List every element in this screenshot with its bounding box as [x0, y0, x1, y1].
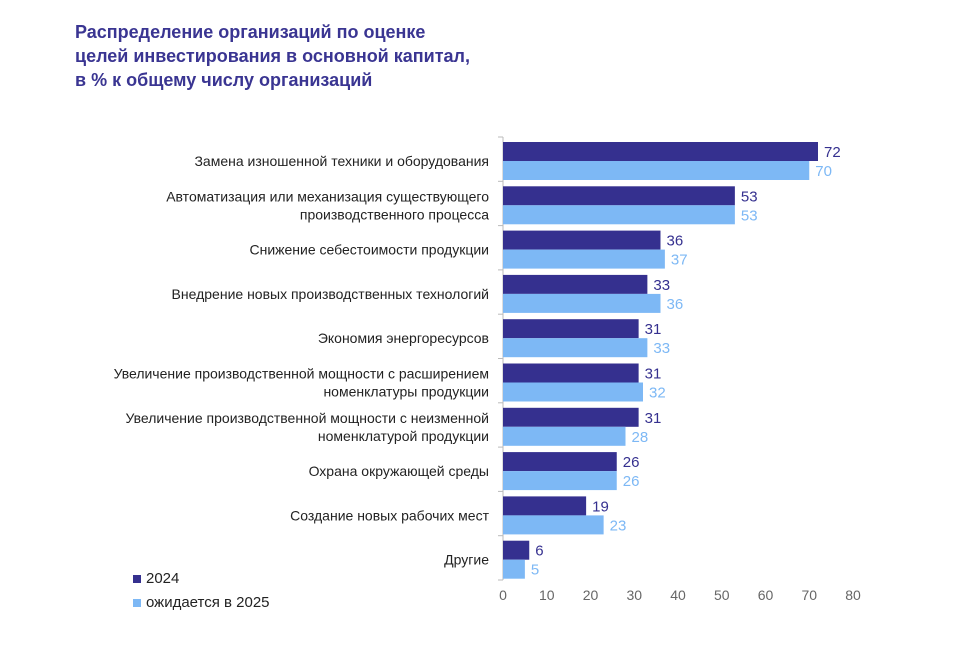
- bar-2024: [503, 496, 587, 516]
- bar-2025: [503, 205, 735, 225]
- bar-2025: [503, 382, 643, 402]
- data-label: 31: [645, 366, 662, 383]
- data-label: 19: [592, 498, 609, 515]
- x-tick-label: 20: [583, 587, 599, 603]
- x-tick-label: 60: [758, 587, 774, 603]
- data-label: 31: [645, 410, 662, 427]
- x-tick-label: 30: [626, 587, 642, 603]
- legend-label: ожидается в 2025: [146, 594, 270, 611]
- category-label: Внедрение новых производственных техноло…: [172, 286, 489, 302]
- data-label: 31: [645, 321, 662, 338]
- data-label: 28: [632, 429, 649, 446]
- legend-swatch: [133, 574, 141, 583]
- legend-item-2024: 2024: [133, 570, 179, 587]
- x-tick-label: 50: [714, 587, 730, 603]
- bar-2025: [503, 338, 648, 358]
- bar-2025: [503, 471, 617, 491]
- title-line: в % к общему числу организаций: [75, 70, 373, 90]
- category-label: Охрана окружающей среды: [309, 463, 489, 479]
- bar-2024: [503, 274, 648, 294]
- legend-swatch: [133, 598, 141, 607]
- bar-2024: [503, 363, 639, 383]
- bar-2025: [503, 426, 626, 446]
- legend-item-2025: ожидается в 2025: [133, 594, 270, 611]
- x-tick-label: 10: [539, 587, 555, 603]
- category-label: Увеличение производственной мощности с р…: [114, 366, 489, 382]
- bar-2025: [503, 559, 525, 579]
- bar-2024: [503, 142, 818, 161]
- bar-2024: [503, 452, 617, 472]
- bar-2025: [503, 161, 810, 180]
- category-label: Другие: [444, 552, 489, 568]
- data-label: 26: [623, 473, 640, 490]
- bar-2025: [503, 293, 661, 313]
- data-label: 70: [815, 163, 832, 180]
- x-tick-label: 0: [499, 587, 507, 603]
- data-label: 6: [535, 543, 543, 560]
- category-label: Замена изношенной техники и оборудования: [194, 153, 489, 169]
- data-label: 5: [531, 562, 539, 579]
- legend-label: 2024: [146, 570, 180, 587]
- data-label: 72: [824, 144, 841, 161]
- category-label: Увеличение производственной мощности с н…: [126, 410, 489, 426]
- data-label: 26: [623, 454, 640, 471]
- bar-2025: [503, 515, 604, 535]
- bar-2025: [503, 249, 665, 269]
- category-label: Создание новых рабочих мест: [290, 507, 489, 523]
- x-tick-label: 70: [801, 587, 817, 603]
- x-tick-label: 80: [845, 587, 861, 603]
- chart-title: Распределение организаций по оценке целе…: [75, 20, 470, 92]
- data-label: 33: [653, 277, 670, 294]
- category-label: Автоматизация или механизация существующ…: [166, 188, 489, 204]
- data-label: 32: [649, 385, 666, 402]
- data-label: 53: [741, 207, 758, 224]
- data-label: 33: [653, 340, 670, 357]
- bar-2024: [503, 319, 639, 339]
- data-label: 36: [667, 233, 684, 250]
- title-line: целей инвестирования в основной капитал,: [75, 46, 470, 66]
- bar-2024: [503, 230, 661, 250]
- data-label: 53: [741, 188, 758, 205]
- data-label: 37: [671, 252, 688, 269]
- category-label: Экономия энергоресурсов: [318, 330, 489, 346]
- category-label: номенклатуры продукции: [323, 384, 489, 400]
- category-label: номенклатурой продукции: [318, 428, 489, 444]
- bar-2024: [503, 407, 639, 427]
- bar-2024: [503, 186, 735, 206]
- category-label: производственного процесса: [300, 206, 489, 222]
- bar-2024: [503, 540, 530, 560]
- category-label: Снижение себестоимости продукции: [249, 242, 489, 258]
- title-line: Распределение организаций по оценке: [75, 22, 426, 42]
- data-label: 23: [610, 517, 627, 534]
- x-tick-label: 40: [670, 587, 686, 603]
- data-label: 36: [667, 296, 684, 313]
